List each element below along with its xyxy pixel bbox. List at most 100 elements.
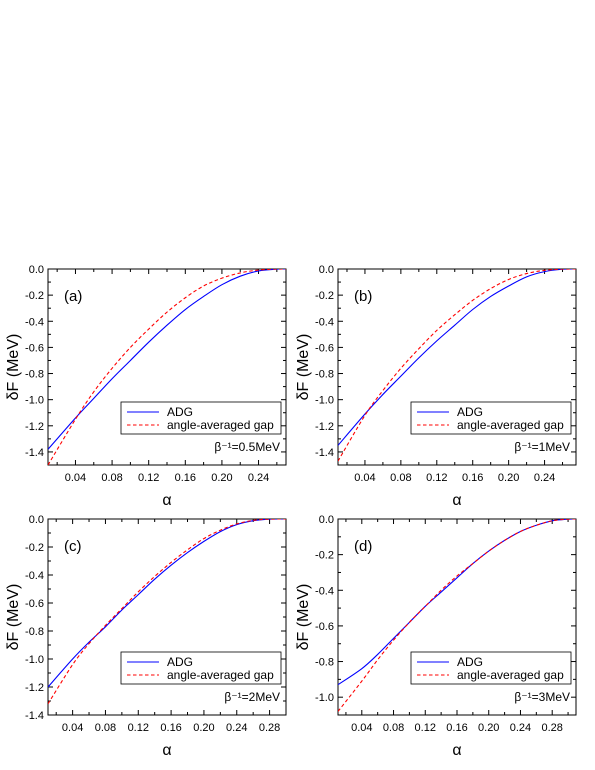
x-tick-label: 0.28 — [541, 722, 562, 734]
chart-panel-4: 0.04 0.08 0.12 0.16 0.20 0.24 0.28 0.0 -0.2 -0.4 -… — [295, 514, 577, 759]
y-tick-label: 0.0 — [29, 264, 44, 276]
temperature-annotation: β⁻¹=2MeV — [224, 690, 280, 704]
y-axis-title: δF (MeV) — [5, 584, 22, 651]
y-tick-label: -1.0 — [315, 692, 334, 704]
y-tick-label: -0.2 — [315, 290, 334, 302]
x-axis-title: α — [452, 742, 461, 759]
x-tick-label: 0.20 — [498, 472, 519, 484]
plot-frame — [47, 268, 287, 466]
y-tick-label: -0.8 — [25, 626, 44, 638]
x-tick-label: 0.24 — [510, 722, 531, 734]
y-tick-label: -1.2 — [25, 682, 44, 694]
y-tick-label: -0.2 — [25, 542, 44, 554]
y-axis-title: δF (MeV) — [295, 584, 312, 651]
y-tick-label: -1.4 — [315, 447, 334, 459]
series-line-angle-averaged-gap — [338, 269, 576, 462]
legend-box — [120, 651, 282, 685]
legend-box — [410, 401, 572, 435]
series-line-angle-averaged-gap — [48, 519, 286, 705]
y-tick-label: -0.8 — [315, 657, 334, 669]
chart-panel-1: 0.04 0.08 0.12 0.16 0.20 0.24 0.0 -0.2 -0.4 -0.6 -… — [5, 264, 287, 509]
y-tick-label: 0.0 — [29, 514, 44, 526]
legend-label: ADG — [167, 405, 193, 419]
x-tick-label: 0.08 — [383, 722, 404, 734]
x-tick-label: 0.20 — [211, 472, 232, 484]
series-line-adg — [338, 269, 576, 446]
x-axis-title: α — [452, 492, 461, 509]
legend-label: ADG — [457, 655, 483, 669]
panel-label: (c) — [64, 538, 82, 555]
y-tick-label: -0.6 — [315, 342, 334, 354]
legend-label: angle-averaged gap — [457, 668, 564, 682]
x-tick-label: 0.16 — [446, 722, 467, 734]
x-tick-label: 0.04 — [351, 722, 372, 734]
legend-label: ADG — [457, 405, 483, 419]
x-tick-label: 0.12 — [128, 722, 149, 734]
y-tick-label: -0.4 — [25, 316, 44, 328]
x-tick-label: 0.16 — [462, 472, 483, 484]
x-tick-label: 0.24 — [226, 722, 247, 734]
panel-label: (d) — [354, 538, 372, 555]
y-axis-title: δF (MeV) — [295, 334, 312, 401]
y-tick-label: -1.0 — [25, 395, 44, 407]
legend-box — [410, 651, 572, 685]
legend-label: angle-averaged gap — [167, 668, 274, 682]
y-tick-label: -1.0 — [315, 395, 334, 407]
x-tick-label: 0.12 — [426, 472, 447, 484]
x-tick-label: 0.04 — [65, 472, 86, 484]
x-tick-label: 0.12 — [138, 472, 159, 484]
x-tick-label: 0.24 — [534, 472, 555, 484]
temperature-annotation: β⁻¹=3MeV — [514, 690, 570, 704]
legend-label: angle-averaged gap — [167, 418, 274, 432]
y-tick-label: -0.6 — [25, 342, 44, 354]
y-tick-label: 0.0 — [319, 264, 334, 276]
x-axis-title: α — [162, 742, 171, 759]
x-tick-label: 0.08 — [95, 722, 116, 734]
chart-panel-3: 0.04 0.08 0.12 0.16 0.20 0.24 0.28 0.0 -0.2 -0.4 -… — [5, 514, 287, 759]
y-tick-label: -0.4 — [315, 316, 334, 328]
y-tick-label: -0.8 — [25, 369, 44, 381]
x-tick-label: 0.08 — [101, 472, 122, 484]
plot-frame — [337, 268, 577, 466]
y-tick-label: -1.0 — [25, 654, 44, 666]
legend-box — [120, 401, 282, 435]
x-tick-label: 0.12 — [415, 722, 436, 734]
y-tick-label: -0.6 — [315, 621, 334, 633]
x-tick-label: 0.08 — [390, 472, 411, 484]
panel-label: (a) — [64, 288, 82, 305]
y-tick-label: -1.2 — [315, 421, 334, 433]
plot-frame — [337, 518, 577, 716]
series-line-angle-averaged-gap — [338, 519, 576, 712]
y-tick-label: -0.8 — [315, 369, 334, 381]
y-tick-label: -0.2 — [25, 290, 44, 302]
x-tick-label: 0.16 — [175, 472, 196, 484]
x-tick-label: 0.20 — [478, 722, 499, 734]
y-tick-label: -0.4 — [315, 585, 334, 597]
x-tick-label: 0.20 — [193, 722, 214, 734]
legend-label: angle-averaged gap — [457, 418, 564, 432]
x-tick-label: 0.28 — [259, 722, 280, 734]
series-line-adg — [48, 269, 286, 450]
y-tick-label: -0.2 — [315, 550, 334, 562]
x-tick-label: 0.24 — [248, 472, 269, 484]
y-axis-title: δF (MeV) — [5, 334, 22, 401]
y-tick-label: -1.4 — [25, 710, 44, 722]
y-tick-label: 0.0 — [319, 514, 334, 526]
plot-frame — [47, 518, 287, 716]
y-tick-label: -0.4 — [25, 570, 44, 582]
temperature-annotation: β⁻¹=1MeV — [514, 440, 570, 454]
panel-label: (b) — [354, 288, 372, 305]
x-axis-title: α — [162, 492, 171, 509]
x-tick-label: 0.04 — [62, 722, 83, 734]
y-tick-label: -0.6 — [25, 598, 44, 610]
legend-label: ADG — [167, 655, 193, 669]
series-line-angle-averaged-gap — [48, 269, 286, 465]
temperature-annotation: β⁻¹=0.5MeV — [214, 440, 280, 454]
y-tick-label: -1.2 — [25, 421, 44, 433]
x-tick-label: 0.16 — [160, 722, 181, 734]
